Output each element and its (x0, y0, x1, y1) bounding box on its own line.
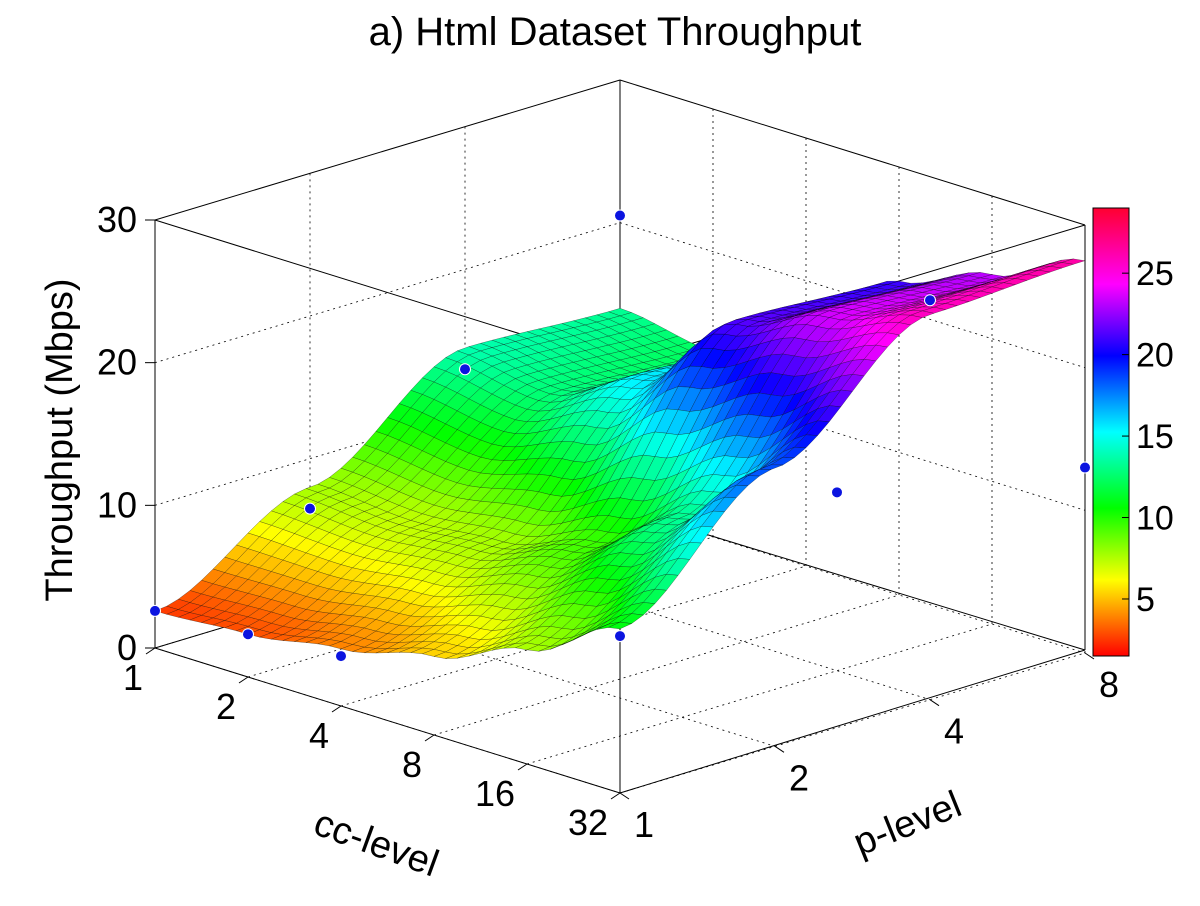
colorbar (1092, 207, 1130, 657)
x-axis-label: cc-level (308, 802, 443, 886)
axis-ticks: 0 10 20 30 1 2 4 8 16 32 1 2 4 8 (97, 199, 1119, 845)
axis-line (154, 79, 621, 221)
data-point (614, 209, 626, 222)
z-tick-label: 30 (97, 199, 137, 240)
x-tick-label: 32 (568, 802, 608, 843)
y-tick-label: 8 (1099, 664, 1119, 705)
x-tick-label: 2 (216, 686, 236, 727)
data-point (335, 650, 347, 663)
x-tick-mark (145, 647, 156, 655)
x-tick-label: 16 (475, 773, 515, 814)
axis-line (619, 649, 1086, 794)
axis-line (154, 647, 621, 794)
colorbar-tick-label: 5 (1136, 581, 1155, 619)
surface-plot (154, 258, 1086, 659)
colorbar-tick-label: 15 (1136, 418, 1174, 456)
data-point (614, 630, 626, 643)
measured-points (149, 209, 1091, 663)
x-tick-mark (517, 763, 528, 771)
data-point (924, 294, 936, 307)
y-tick-mark (774, 745, 785, 753)
x-tick-mark (424, 734, 435, 742)
data-point (242, 628, 254, 641)
data-point (304, 502, 316, 515)
surface-patch (607, 621, 633, 630)
x-tick-label: 1 (123, 657, 143, 698)
colorbar-tick-label: 25 (1136, 255, 1174, 293)
x-tick-mark (238, 676, 249, 684)
data-point (831, 486, 843, 499)
x-tick-label: 8 (402, 744, 422, 785)
y-tick-mark (929, 699, 940, 707)
x-tick-label: 4 (309, 715, 329, 756)
z-tick-label: 0 (117, 627, 137, 668)
axis-line (619, 79, 1086, 226)
colorbar-tick-label: 10 (1136, 500, 1174, 538)
data-point (1079, 461, 1091, 474)
data-point (149, 604, 161, 617)
grid-line (619, 652, 1086, 794)
grid-line (526, 623, 993, 765)
colorbar-tick-label: 20 (1136, 337, 1174, 375)
data-point (459, 363, 471, 376)
colorbar-ticks: 5 10 15 20 25 (1122, 255, 1174, 619)
y-tick-label: 2 (789, 757, 809, 798)
z-tick-label: 10 (97, 484, 137, 525)
x-tick-mark (610, 792, 621, 800)
chart-title: a) Html Dataset Throughput (369, 10, 862, 54)
x-tick-mark (331, 705, 342, 713)
y-tick-label: 4 (944, 711, 964, 752)
z-axis-label: Throughput (Mbps) (39, 278, 81, 601)
z-tick-label: 20 (97, 342, 137, 383)
y-tick-mark (619, 792, 630, 800)
y-tick-mark (1084, 652, 1095, 660)
y-axis-label: p-level (848, 783, 968, 864)
y-tick-label: 1 (634, 804, 654, 845)
